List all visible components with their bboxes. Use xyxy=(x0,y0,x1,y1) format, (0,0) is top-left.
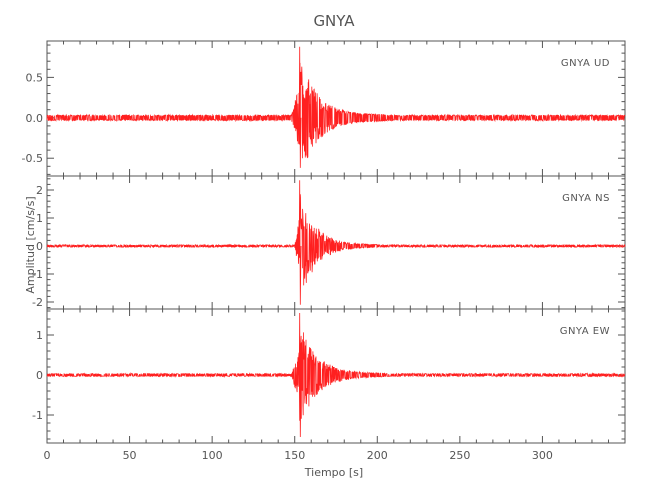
y-tick-label: -1 xyxy=(32,409,43,422)
seismogram-panels: 0.5 0.0 -0.5 GNYA UD 2 1 0 -1 -2 GNYA NS 1 0 -1 GNYA … xyxy=(22,40,626,444)
x-tick-label: 300 xyxy=(532,449,553,462)
y-tick-label: 0.0 xyxy=(26,112,44,125)
y-tick-label: 0 xyxy=(36,369,43,382)
y-tick-label: 2 xyxy=(36,184,43,197)
y-tick-label: 1 xyxy=(36,212,43,225)
waveform-line xyxy=(46,46,626,168)
y-tick-label: -0.5 xyxy=(22,152,43,165)
x-axis-title: Tiempo [s] xyxy=(304,466,363,479)
panel-label: GNYA NS xyxy=(562,193,610,204)
x-tick-label: 150 xyxy=(284,449,305,462)
x-tick-label: 200 xyxy=(367,449,388,462)
x-axis: 0 50 100 150 200 250 300 xyxy=(44,449,553,462)
x-tick-label: 100 xyxy=(202,449,223,462)
x-tick-label: 50 xyxy=(123,449,137,462)
y-tick-label: -2 xyxy=(32,296,43,309)
panel-label: GNYA EW xyxy=(560,326,610,337)
y-tick-label: 0.5 xyxy=(26,71,44,84)
y-axis-title: Amplitud [cm/s/s] xyxy=(24,196,37,293)
chart-title: GNYA xyxy=(313,12,355,30)
y-tick-label: -1 xyxy=(32,268,43,281)
panel-3: 1 0 -1 GNYA EW xyxy=(32,308,626,444)
x-tick-label: 0 xyxy=(44,449,51,462)
y-tick-label: 0 xyxy=(36,240,43,253)
panel-2: 2 1 0 -1 -2 GNYA NS xyxy=(32,175,626,310)
panel-label: GNYA UD xyxy=(561,58,610,69)
x-tick-label: 250 xyxy=(449,449,470,462)
waveform-line xyxy=(46,312,626,438)
waveform-line xyxy=(46,180,626,305)
panel-frame xyxy=(46,40,626,177)
panel-1: 0.5 0.0 -0.5 GNYA UD xyxy=(22,40,626,177)
y-tick-label: 1 xyxy=(36,329,43,342)
